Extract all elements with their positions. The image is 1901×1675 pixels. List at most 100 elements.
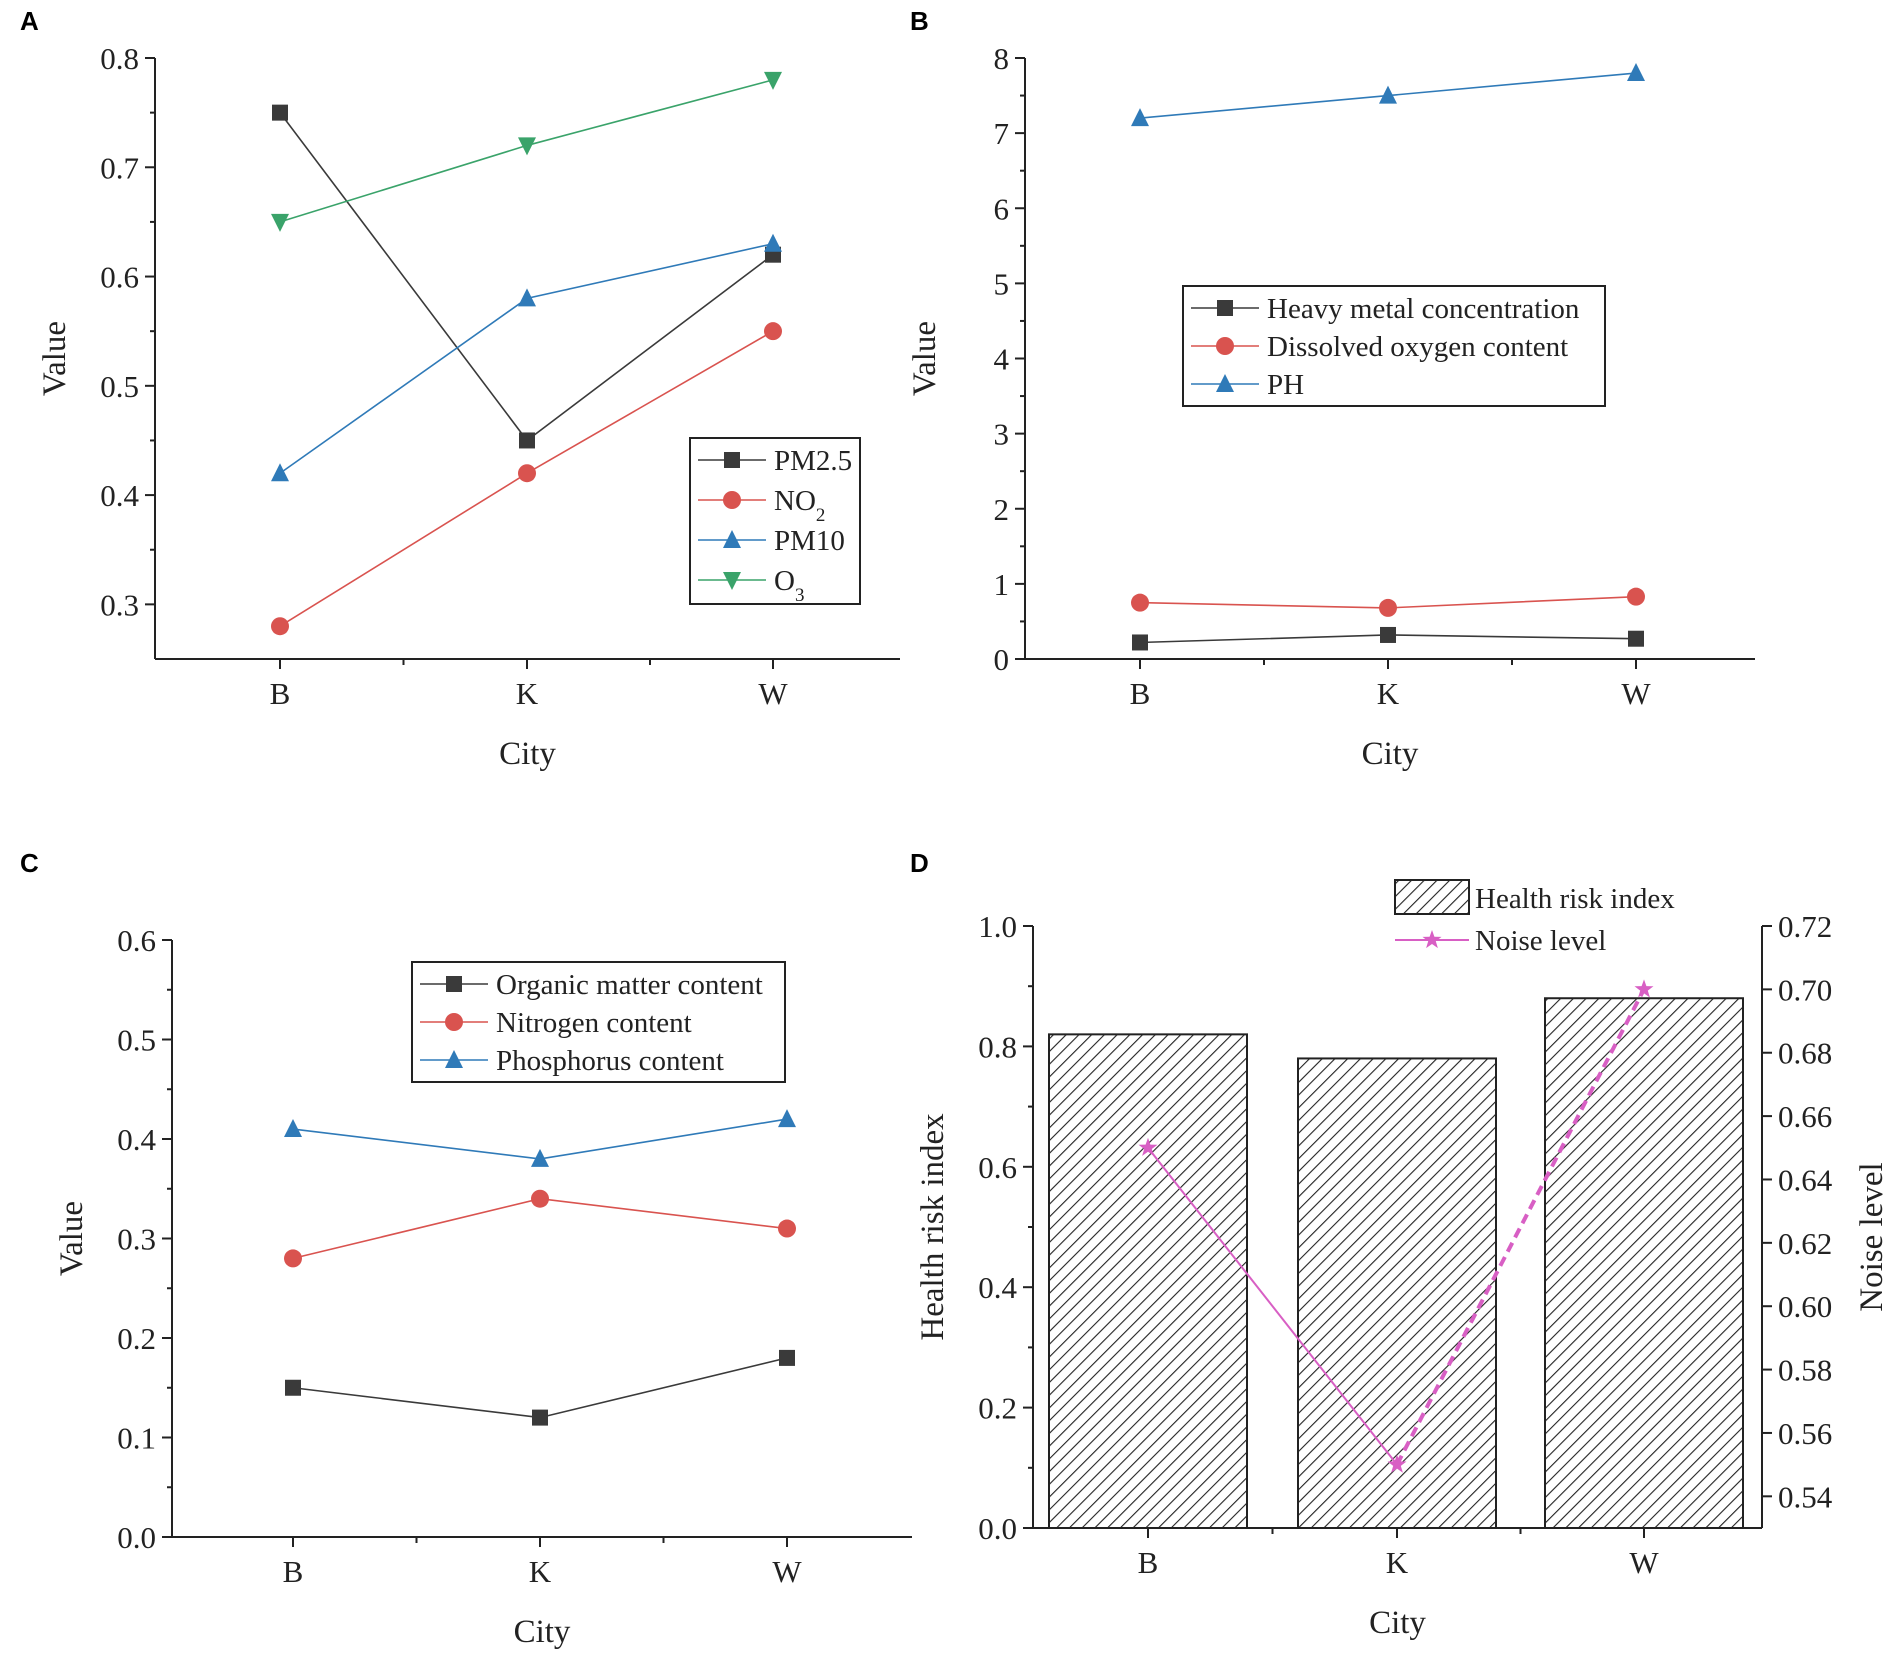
- panel-letter: D: [910, 848, 929, 878]
- legend-marker: [723, 572, 741, 590]
- legend-label: Organic matter content: [496, 969, 763, 1001]
- legend-marker: [1216, 337, 1234, 355]
- legend-label: Nitrogen content: [496, 1007, 692, 1039]
- x-tick-label: B: [1138, 1545, 1159, 1580]
- x-tick-label: B: [1130, 676, 1151, 711]
- data-point-1-k: [531, 1189, 549, 1208]
- x-axis-title: City: [1362, 736, 1419, 772]
- noise-point-b: [1138, 1137, 1158, 1156]
- series-line-0: [292, 1357, 788, 1419]
- y2-tick-label: 0.68: [1778, 1036, 1832, 1071]
- x-axis-title: City: [1369, 1605, 1426, 1641]
- noise-point-k: [1387, 1454, 1407, 1473]
- data-point-0-b: [272, 104, 288, 121]
- x-tick-label: W: [1629, 1545, 1659, 1580]
- data-point-1-k: [518, 464, 536, 483]
- y-tick-label: 0.1: [117, 1421, 156, 1456]
- x-tick-label: W: [772, 1554, 802, 1589]
- legend-label: PM2.5: [774, 445, 852, 477]
- legend-marker: [446, 976, 462, 992]
- data-point-0-k: [519, 432, 535, 449]
- y-tick-label: 1: [994, 567, 1010, 602]
- data-point-0-k: [532, 1409, 548, 1426]
- y-tick-label: 6: [994, 191, 1010, 226]
- y-tick-label: 0.3: [117, 1222, 156, 1257]
- data-point-1-b: [284, 1249, 302, 1268]
- y2-tick-label: 0.54: [1778, 1479, 1833, 1514]
- data-point-0-b: [285, 1379, 301, 1396]
- y-tick-label: 0.2: [117, 1321, 156, 1356]
- data-point-0-w: [779, 1349, 795, 1366]
- x-axis-title: City: [514, 1614, 571, 1650]
- x-axis-title: City: [499, 736, 556, 772]
- panel-letter: B: [910, 6, 929, 36]
- data-point-1-w: [1627, 587, 1645, 606]
- data-point-1-w: [764, 322, 782, 341]
- panel-d: D 0.0 0.2 0.4 0.6 0.8 1.0 B K W City Health risk in…: [910, 848, 1890, 1641]
- y-tick-label: 0.6: [117, 923, 156, 958]
- data-point-2-w: [1627, 63, 1645, 82]
- y-axis-title: Value: [54, 1201, 90, 1276]
- y-tick-label: 8: [994, 41, 1010, 76]
- data-point-2-k: [531, 1148, 549, 1167]
- data-point-2-w: [778, 1109, 796, 1128]
- legend-label: Noise level: [1475, 925, 1606, 957]
- panel-letter: A: [20, 6, 39, 36]
- legend-label: Heavy metal concentration: [1267, 293, 1580, 325]
- x-tick-label: K: [529, 1554, 552, 1589]
- legend-marker: [723, 530, 741, 548]
- y-tick-label: 0.6: [978, 1150, 1017, 1185]
- data-point-1-b: [271, 617, 289, 636]
- data-point-0-w: [1628, 630, 1644, 647]
- y2-tick-label: 0.64: [1778, 1162, 1833, 1197]
- noise-line-dashed: [1395, 988, 1646, 1466]
- y-tick-label: 0.0: [117, 1520, 156, 1555]
- legend: Organic matter content Nitrogen content Ph…: [411, 961, 786, 1083]
- x-tick-label: W: [758, 676, 788, 711]
- bar-w: [1544, 997, 1744, 1529]
- legend-marker: [445, 1013, 463, 1031]
- y-tick-label: 0.7: [100, 150, 139, 185]
- data-point-1-k: [1379, 598, 1397, 617]
- y-tick-label: 0.8: [978, 1029, 1017, 1064]
- panel-letter: C: [20, 848, 39, 878]
- y-tick-label: 0.2: [978, 1391, 1017, 1426]
- legend-marker: [723, 491, 741, 509]
- y-tick-label: 4: [994, 342, 1010, 377]
- y2-tick-label: 0.62: [1778, 1226, 1832, 1261]
- data-point-0-k: [1380, 626, 1396, 643]
- noise-line: [1147, 1147, 1398, 1466]
- y-tick-label: 1.0: [978, 909, 1017, 944]
- y2-tick-label: 0.58: [1778, 1353, 1832, 1388]
- y-axis-title: Health risk index: [915, 1113, 951, 1341]
- y-axis-title: Value: [907, 321, 943, 396]
- y2-axis-title: Noise level: [1854, 1162, 1890, 1311]
- y-tick-label: 0.4: [117, 1122, 156, 1157]
- y-tick-label: 0.5: [100, 369, 139, 404]
- data-point-2-k: [1379, 85, 1397, 104]
- y2-tick-label: 0.70: [1778, 972, 1832, 1007]
- legend-marker: [445, 1050, 463, 1068]
- legend-swatch-bar: [1394, 879, 1470, 915]
- x-tick-label: K: [1377, 676, 1400, 711]
- x-tick-label: B: [270, 676, 291, 711]
- y2-tick-label: 0.60: [1778, 1289, 1832, 1324]
- x-tick-label: K: [516, 676, 539, 711]
- legend-marker: [1217, 300, 1233, 316]
- legend-label: PH: [1267, 369, 1304, 401]
- legend-label: Dissolved oxygen content: [1267, 331, 1568, 363]
- y2-tick-label: 0.56: [1778, 1416, 1832, 1451]
- x-tick-label: K: [1386, 1545, 1409, 1580]
- x-tick-label: W: [1621, 676, 1651, 711]
- y2-tick-label: 0.66: [1778, 1099, 1832, 1134]
- legend-label: Phosphorus content: [496, 1045, 724, 1077]
- bar-k: [1297, 1057, 1497, 1529]
- data-point-0-b: [1132, 634, 1148, 651]
- data-point-2-b: [271, 463, 289, 482]
- legend-label: Health risk index: [1475, 883, 1675, 915]
- data-point-2-w: [764, 233, 782, 252]
- legend-marker: [1216, 374, 1234, 392]
- legend-box: [689, 437, 861, 605]
- y-tick-label: 0.5: [117, 1023, 156, 1058]
